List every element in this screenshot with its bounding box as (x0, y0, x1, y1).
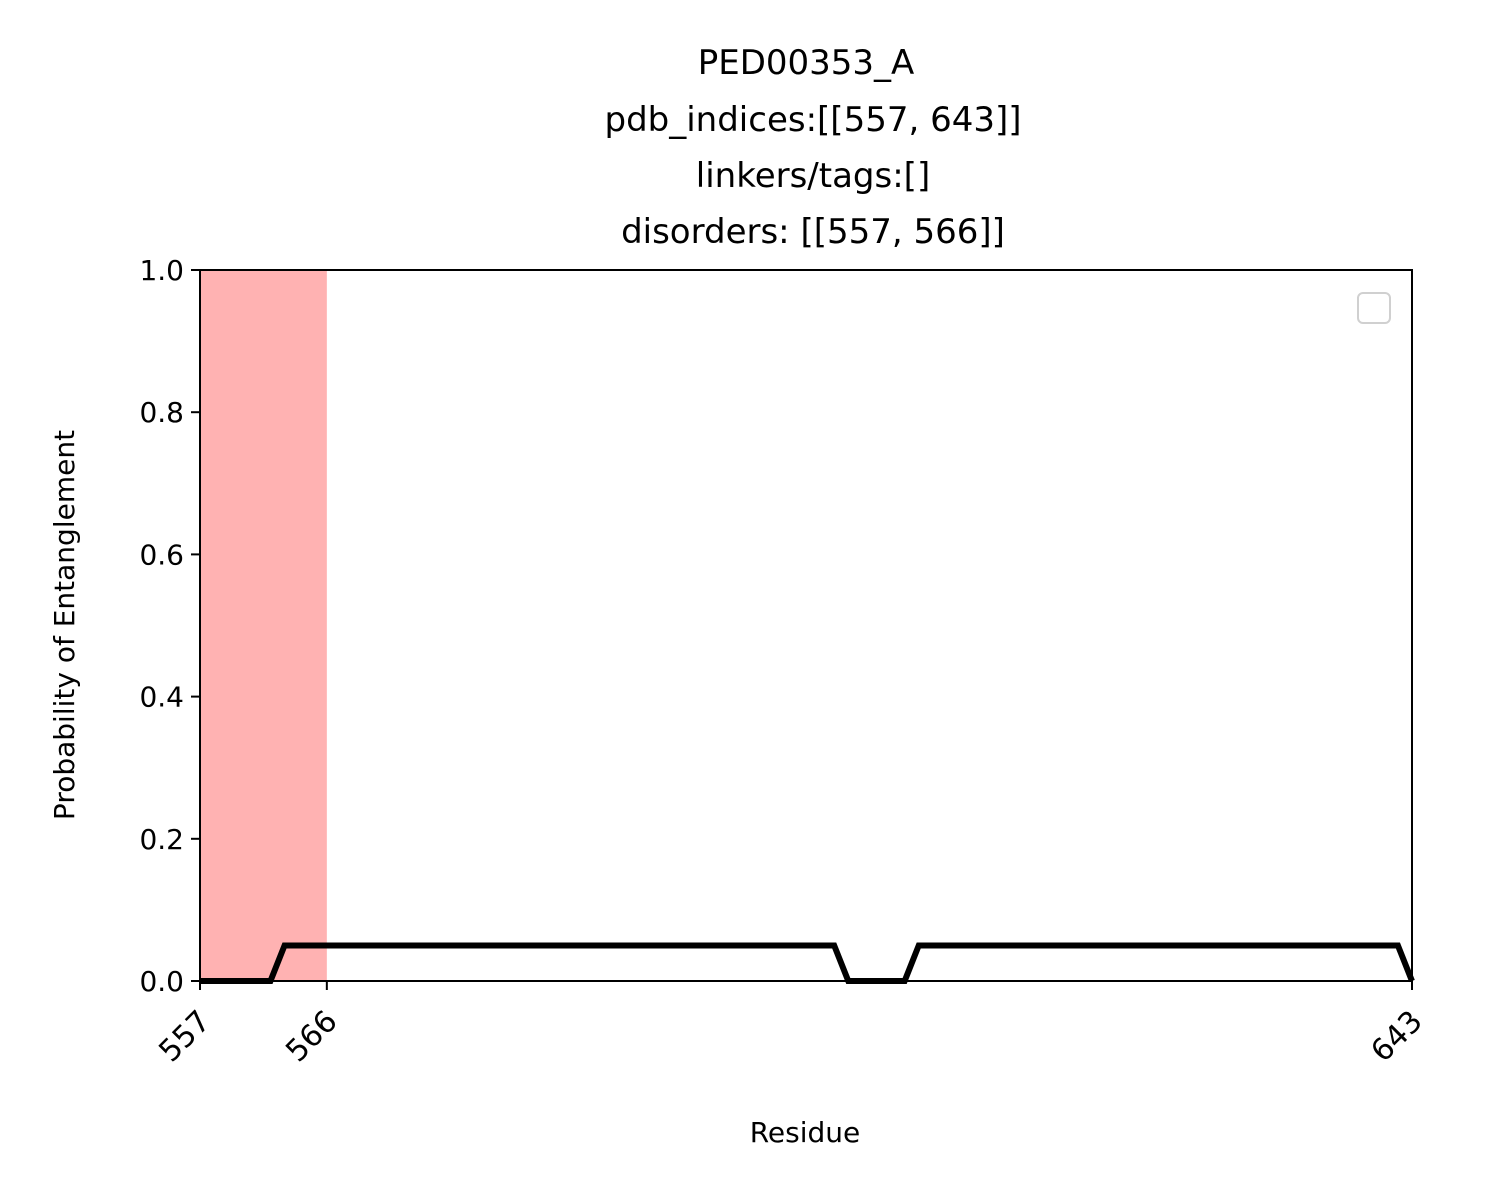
plot-area: 0.0 0.2 0.4 0.6 0.8 1.0 557 566 643 (139, 254, 1429, 1069)
chart-title-line-4: disorders: [[557, 566]] (621, 212, 1005, 252)
x-tick-label: 566 (279, 1004, 344, 1069)
y-axis-label: Probability of Entanglement (48, 430, 81, 820)
chart-title-line-3: linkers/tags:[] (696, 156, 930, 196)
x-tick-label: 557 (152, 1004, 217, 1069)
y-tick-label: 1.0 (139, 254, 184, 287)
y-tick-label: 0.4 (139, 681, 184, 714)
disorder-region-0 (200, 270, 327, 981)
series-line-0 (200, 942, 1415, 984)
x-axis-label: Residue (750, 1116, 861, 1149)
y-tick-label: 0.0 (139, 965, 184, 998)
y-tick-label: 0.6 (139, 538, 184, 571)
chart-title-line-2: pdb_indices:[[557, 643]] (604, 100, 1021, 140)
y-tick-label: 0.8 (139, 396, 184, 429)
chart-title-line-1: PED00353_A (698, 43, 915, 83)
x-tick-label: 643 (1364, 1004, 1429, 1069)
legend-box (1357, 292, 1391, 324)
y-tick-label: 0.2 (139, 823, 184, 856)
axes-frame (199, 269, 1413, 982)
chart-title: PED00353_A pdb_indices:[[557, 643]] link… (604, 43, 1021, 252)
